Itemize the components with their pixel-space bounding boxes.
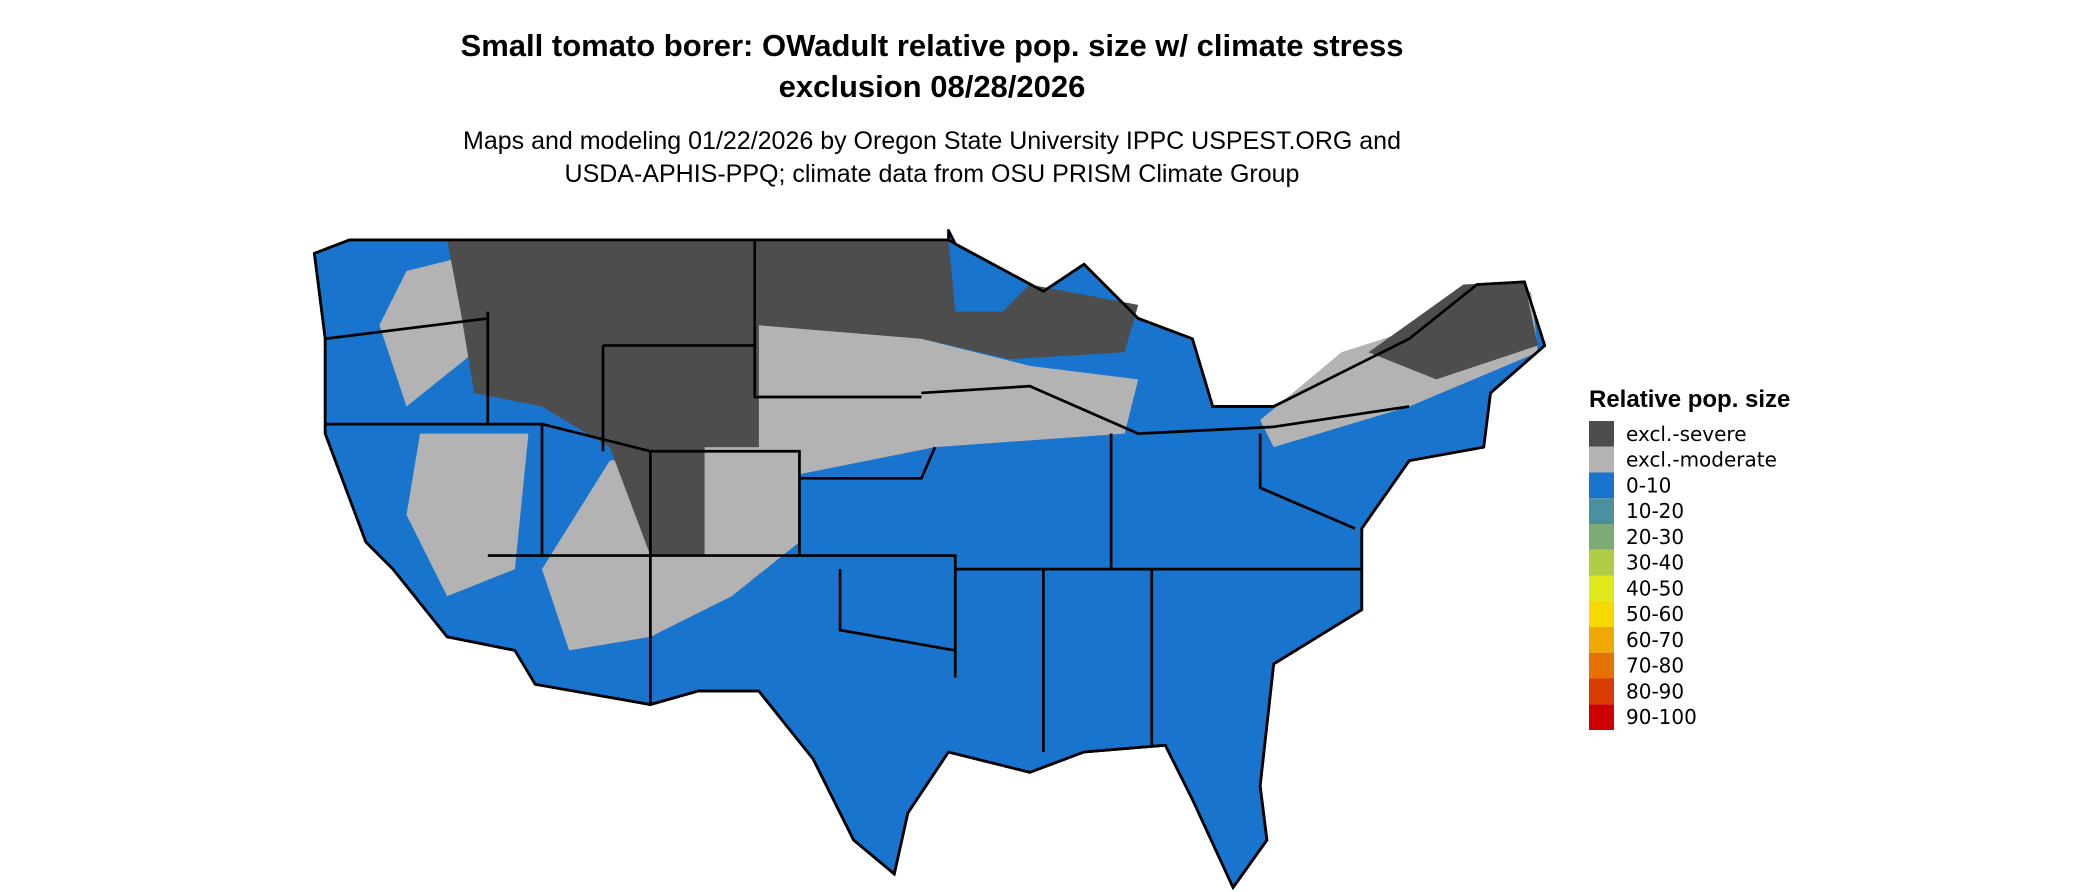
subtitle: Maps and modeling 01/22/2026 by Oregon S… — [463, 127, 1401, 155]
subtitle: USDA-APHIS-PPQ; climate data from OSU PR… — [565, 160, 1300, 188]
map — [312, 228, 1547, 891]
state-borders — [312, 238, 1547, 891]
legend-swatch — [1589, 678, 1614, 705]
legend-label: 40-50 — [1626, 576, 1684, 600]
legend-label: excl.-severe — [1626, 422, 1747, 446]
legend-swatch — [1589, 704, 1614, 730]
legend-label: 50-60 — [1626, 602, 1684, 626]
legend-swatch — [1589, 421, 1614, 447]
legend-label: excl.-moderate — [1626, 448, 1777, 472]
legend-swatch — [1589, 498, 1614, 524]
legend-label: 70-80 — [1626, 654, 1684, 678]
legend-label: 80-90 — [1626, 679, 1684, 703]
legend-swatch — [1589, 472, 1614, 499]
legend: excl.-severeexcl.-moderate0-1010-2020-30… — [1589, 421, 1777, 730]
title: exclusion 08/28/2026 — [779, 69, 1086, 104]
legend-swatch — [1589, 446, 1614, 473]
legend-swatch — [1589, 575, 1614, 602]
legend-label: 30-40 — [1626, 551, 1684, 575]
legend-swatch — [1589, 601, 1614, 627]
excl-severe-area — [447, 239, 1538, 556]
legend-label: 0-10 — [1626, 473, 1671, 497]
title: Small tomato borer: OWadult relative pop… — [461, 28, 1404, 63]
legend-title: Relative pop. size — [1589, 386, 1790, 413]
legend-label: 90-100 — [1626, 705, 1697, 729]
legend-label: 20-30 — [1626, 525, 1684, 549]
legend-swatch — [1589, 524, 1614, 550]
legend-swatch — [1589, 549, 1614, 576]
legend-swatch — [1589, 652, 1614, 679]
legend-swatch — [1589, 627, 1614, 653]
legend-label: 10-20 — [1626, 499, 1684, 523]
legend-label: 60-70 — [1626, 628, 1684, 652]
